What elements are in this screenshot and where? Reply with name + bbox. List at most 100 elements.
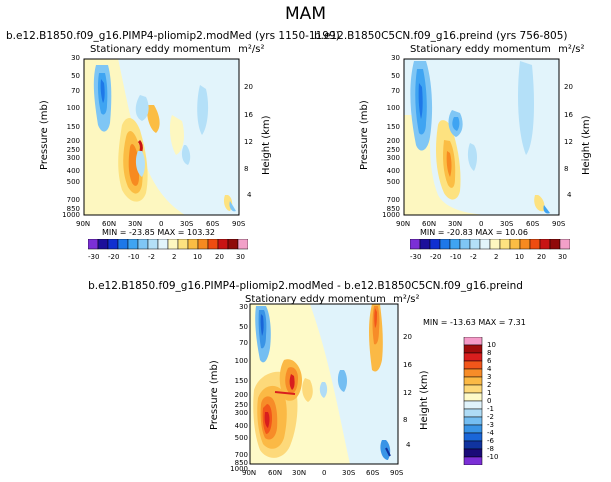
colorbar-swatch [463,408,483,418]
tick-label: 60S [526,220,540,228]
colorbar-label: -2 [487,413,494,421]
tick-label: 500 [66,178,80,186]
tick-label: 16 [564,111,573,119]
colorbar-swatch [207,239,219,250]
tick-label: 20 [244,83,253,91]
tick-label: 300 [386,154,400,162]
colorbar-label: -20 [430,253,442,261]
tick-label: 60N [268,469,283,477]
colorbar-swatch [167,239,179,250]
colorbar-swatch [177,239,189,250]
colorbar-label: 2 [487,381,492,389]
tick-label: 70 [391,87,400,95]
tick-label: 70 [239,339,248,347]
colorbar-label: 1 [487,389,492,397]
panel-2-ylabel-left: Pressure (mb) [359,100,370,170]
colorbar-label: 30 [236,253,245,261]
colorbar-swatch [463,352,483,362]
colorbar-label: -8 [487,445,494,453]
panel-3-contours [250,304,398,464]
tick-label: 16 [403,361,412,369]
tick-label: 1000 [230,465,248,473]
colorbar-label: -6 [487,437,494,445]
tick-label: 30 [391,54,400,62]
colorbar-swatch [469,239,481,250]
tick-label: 30S [180,220,194,228]
colorbar-swatch [463,400,483,410]
colorbar-label: 20 [215,253,224,261]
tick-label: 12 [403,389,412,397]
colorbar-swatch [463,416,483,426]
colorbar-swatch [410,239,421,250]
tick-label: 300 [66,154,80,162]
tick-label: 60S [366,469,380,477]
colorbar-swatch [147,239,159,250]
tick-label: 850 [234,459,248,467]
colorbar-swatch [127,239,139,250]
colorbar-swatch [88,239,99,250]
tick-label: 0 [159,220,164,228]
tick-label: 0 [479,220,484,228]
panel-1-ylabel-left: Pressure (mb) [39,100,50,170]
tick-label: 700 [234,451,248,459]
panel-3-plot [249,303,399,465]
colorbar-label: 4 [487,365,492,373]
tick-label: 16 [244,111,253,119]
colorbar-swatch [463,440,483,450]
tick-label: 250 [234,401,248,409]
colorbar-swatch [227,239,239,250]
colorbar-label: -10 [450,253,462,261]
colorbar-swatch [463,456,483,465]
tick-label: 20 [564,83,573,91]
tick-label: 8 [403,416,408,424]
panel-2-units: m²/s² [558,44,585,55]
colorbar-swatch [107,239,119,250]
colorbar-label: -2 [148,253,155,261]
tick-label: 60N [102,220,117,228]
colorbar-swatch [429,239,441,250]
panel-1-header: b.e12.B1850.f09_g16.PIMP4-pliomip2.modMe… [6,30,340,42]
panel-1-plot [83,58,240,216]
colorbar-swatch [463,448,483,458]
colorbar-label: 30 [558,253,567,261]
colorbar-swatch [519,239,531,250]
tick-label: 300 [234,409,248,417]
colorbar-panel-2 [410,239,570,250]
colorbar-swatch [137,239,149,250]
tick-label: 60S [206,220,220,228]
panel-2-ylabel-right: Height (km) [581,115,592,175]
colorbar-swatch [489,239,501,250]
colorbar-swatch [463,432,483,442]
tick-label: 90N [76,220,91,228]
tick-label: 30N [448,220,463,228]
colorbar-swatch [539,239,551,250]
panel-2-contours [404,59,559,215]
colorbar-swatch [463,337,483,346]
colorbar-swatch [463,384,483,394]
colorbar-label: 8 [487,349,492,357]
colorbar-label: -3 [487,421,494,429]
tick-label: 500 [386,178,400,186]
colorbar-label: 10 [487,341,496,349]
tick-label: 60N [422,220,437,228]
tick-label: 12 [244,138,253,146]
tick-label: 850 [66,205,80,213]
panel-1-variable: Stationary eddy momentum [90,44,231,55]
colorbar-swatch [499,239,511,250]
tick-label: 100 [234,357,248,365]
colorbar-swatch [509,239,521,250]
tick-label: 400 [66,167,80,175]
tick-label: 400 [234,422,248,430]
tick-label: 200 [66,137,80,145]
colorbar-swatch [463,360,483,370]
tick-label: 30S [500,220,514,228]
panel-1-ylabel-right: Height (km) [261,115,272,175]
panel-1-contours [84,59,239,215]
tick-label: 850 [386,205,400,213]
panel-3-variable: Stationary eddy momentum [245,294,386,305]
tick-label: 50 [239,323,248,331]
panel-2-plot [403,58,560,216]
colorbar-label: -30 [88,253,100,261]
tick-label: 30 [239,303,248,311]
colorbar-difference [463,337,483,465]
